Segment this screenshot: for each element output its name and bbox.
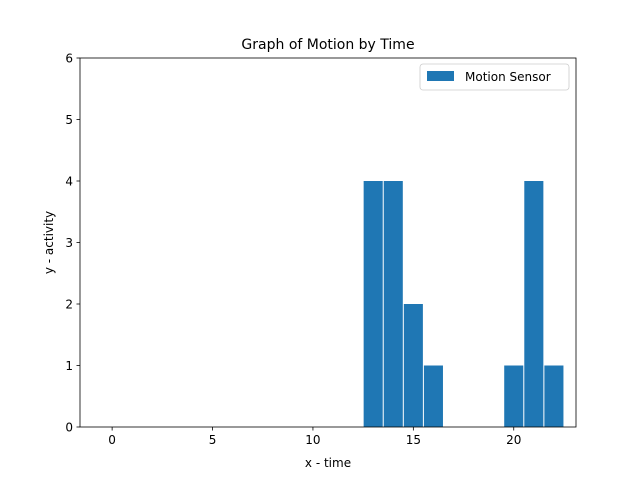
x-tick-label: 10 xyxy=(305,433,320,447)
x-axis-label: x - time xyxy=(305,456,351,470)
bar xyxy=(403,304,423,427)
bar xyxy=(423,365,443,427)
y-ticks: 0 1 2 3 4 5 6 xyxy=(65,52,80,435)
legend-label: Motion Sensor xyxy=(465,70,551,84)
chart-title: Graph of Motion by Time xyxy=(241,37,414,53)
bar xyxy=(544,365,564,427)
y-tick-label: 6 xyxy=(65,52,73,66)
y-tick-label: 0 xyxy=(65,421,73,435)
y-tick-label: 3 xyxy=(65,236,73,250)
y-tick-label: 1 xyxy=(65,359,73,373)
legend-swatch xyxy=(427,71,454,81)
y-tick-label: 2 xyxy=(65,298,73,312)
plot-frame xyxy=(79,57,577,428)
x-tick-label: 15 xyxy=(406,433,421,447)
y-tick-label: 4 xyxy=(65,175,73,189)
bar xyxy=(524,181,544,427)
x-ticks: 0 5 10 15 20 xyxy=(108,427,521,447)
plot-area xyxy=(80,58,576,427)
y-axis-label: y - activity xyxy=(42,211,56,274)
y-tick-label: 5 xyxy=(65,113,73,127)
x-tick-label: 20 xyxy=(506,433,521,447)
bar xyxy=(504,365,524,427)
legend: Motion Sensor xyxy=(419,63,570,91)
legend-box xyxy=(419,63,570,91)
bar xyxy=(363,181,383,427)
bars-layer xyxy=(363,181,564,427)
x-tick-label: 0 xyxy=(108,433,116,447)
x-tick-label: 5 xyxy=(209,433,217,447)
bar xyxy=(383,181,403,427)
